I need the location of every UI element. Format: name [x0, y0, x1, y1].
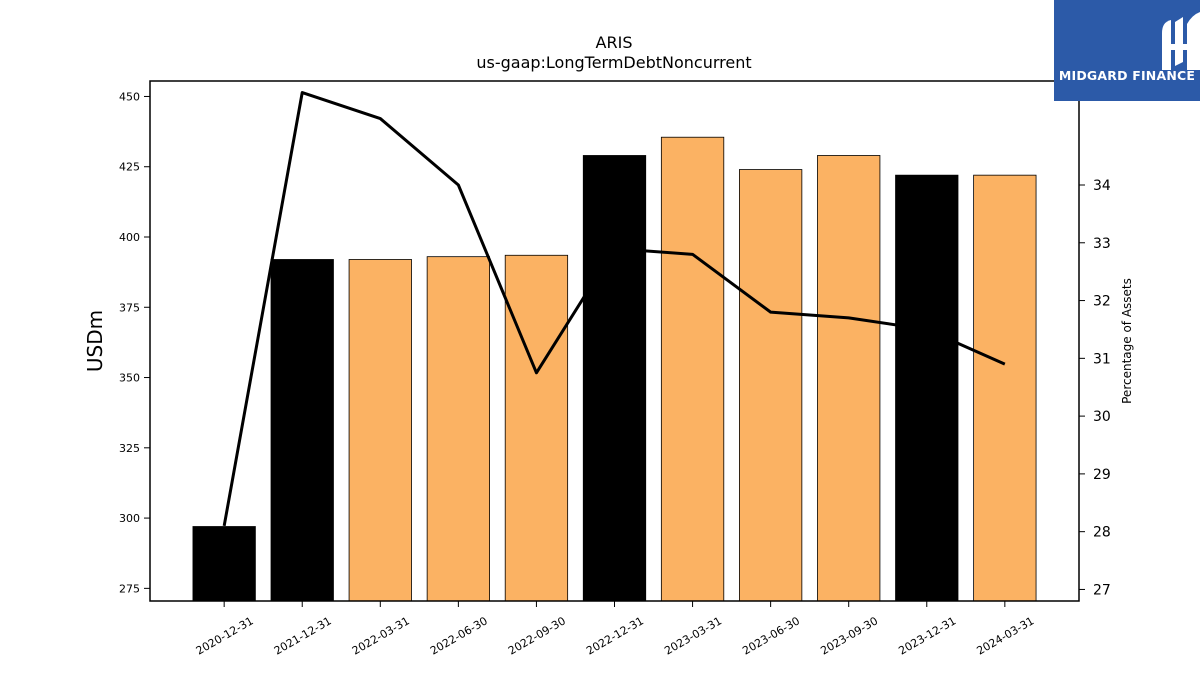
y2-tick-label: 27	[1093, 582, 1111, 598]
chart-subtitle: us-gaap:LongTermDebtNoncurrent	[476, 53, 751, 72]
y-axis-left: 275 300 325 350 375 400 425 450	[119, 90, 150, 595]
x-tick-label: 2022-09-30	[506, 614, 568, 657]
y-tick-label: 400	[119, 231, 140, 244]
y-tick-label: 425	[119, 161, 140, 174]
bar	[660, 136, 725, 602]
y-tick-label: 350	[119, 372, 140, 385]
y-tick-label: 450	[119, 90, 140, 103]
bar	[739, 169, 803, 602]
y-axis-label: USDm	[83, 310, 107, 372]
y2-tick-label: 34	[1093, 178, 1111, 194]
bar	[973, 174, 1037, 602]
bar	[270, 259, 334, 602]
y2-tick-label: 32	[1093, 294, 1111, 310]
bar	[504, 254, 569, 602]
x-tick-label: 2023-03-31	[662, 614, 724, 657]
y2-tick-label: 28	[1093, 525, 1111, 541]
y2-tick-label: 33	[1093, 236, 1111, 252]
x-tick-label: 2022-03-31	[350, 614, 412, 657]
bar	[348, 259, 412, 602]
y-tick-label: 300	[119, 512, 140, 525]
bar	[582, 155, 647, 602]
y2-tick-label: 30	[1093, 409, 1111, 425]
bars-layer	[192, 136, 1037, 602]
y-tick-label: 275	[119, 582, 140, 595]
chart-title: ARIS	[596, 33, 633, 52]
x-tick-label: 2024-03-31	[974, 614, 1036, 657]
x-tick-label: 2022-06-30	[428, 614, 490, 657]
x-tick-label: 2020-12-31	[194, 614, 256, 657]
brand-logo: MIDGARD FINANCE	[1054, 0, 1200, 101]
x-tick-label: 2021-12-31	[272, 614, 334, 657]
y-tick-label: 325	[119, 442, 140, 455]
y-axis-right: 27 28 29 30 31 32 33 34	[1079, 178, 1111, 598]
y2-tick-label: 31	[1093, 351, 1111, 367]
x-tick-label: 2023-12-31	[896, 614, 958, 657]
x-axis: 2020-12-31 2021-12-31 2022-03-31 2022-06-30…	[194, 601, 1036, 658]
bar	[192, 526, 256, 602]
x-tick-label: 2022-12-31	[584, 614, 646, 657]
bar	[817, 155, 881, 602]
brand-name: MIDGARD FINANCE	[1058, 68, 1196, 83]
y-tick-label: 375	[119, 301, 140, 314]
bar	[895, 174, 959, 602]
y2-tick-label: 29	[1093, 467, 1111, 483]
x-tick-label: 2023-09-30	[818, 614, 880, 657]
logo-mark-icon	[1162, 12, 1200, 70]
bar	[426, 256, 490, 602]
y2-axis-label: Percentage of Assets	[1120, 278, 1134, 404]
line-layer	[222, 91, 1006, 527]
x-tick-label: 2023-06-30	[740, 614, 802, 657]
series-line	[222, 91, 1006, 527]
